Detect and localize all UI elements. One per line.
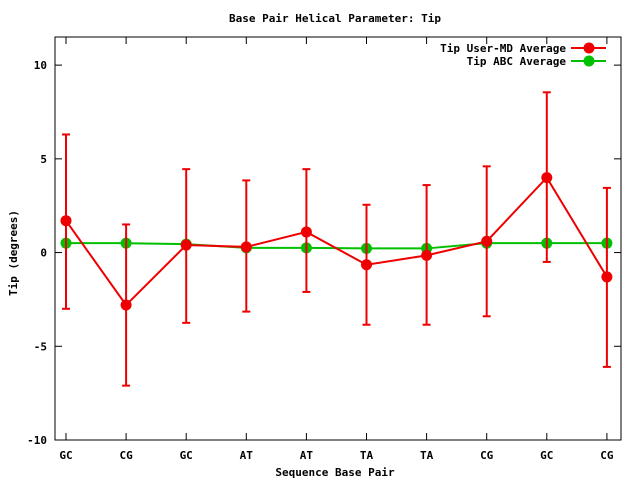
- axes: -10 -5 0 5 10 GC CG GC AT AT TA TA CG GC CG: [27, 37, 621, 462]
- x-tick-label: CG: [119, 449, 133, 462]
- data-point: [60, 215, 72, 227]
- data-point: [601, 271, 613, 283]
- x-tick-label: TA: [360, 449, 374, 462]
- data-point: [421, 249, 433, 261]
- plot-frame: [54, 36, 622, 441]
- x-tick-label: CG: [480, 449, 494, 462]
- data-point: [300, 226, 312, 238]
- series-layer: [60, 91, 613, 387]
- y-tick-label: 10: [34, 59, 47, 72]
- data-point: [541, 172, 553, 184]
- y-tick-label: 0: [40, 247, 47, 260]
- data-point: [180, 239, 192, 251]
- x-tick-label: CG: [600, 449, 614, 462]
- y-tick-label: -10: [27, 434, 47, 447]
- data-point: [361, 259, 372, 271]
- x-tick-label: TA: [420, 449, 434, 462]
- data-point: [120, 299, 132, 311]
- series-line: [65, 175, 608, 307]
- x-tick-label: AT: [240, 449, 254, 462]
- x-tick-label: AT: [300, 449, 314, 462]
- legend-label: Tip ABC Average: [467, 55, 567, 68]
- chart-title: Base Pair Helical Parameter: Tip: [229, 12, 441, 25]
- y-tick-label: -5: [34, 340, 47, 353]
- y-tick-label: 5: [40, 153, 47, 166]
- y-axis-label: Tip (degrees): [7, 210, 20, 296]
- data-point: [240, 241, 252, 253]
- legend-marker: [583, 55, 595, 67]
- legend-label: Tip User-MD Average: [440, 42, 566, 55]
- x-tick-label: GC: [59, 449, 72, 462]
- data-point: [481, 235, 493, 247]
- series-0: [60, 91, 613, 387]
- x-axis-label: Sequence Base Pair: [275, 466, 395, 479]
- series-1: [60, 237, 613, 254]
- x-tick-label: GC: [540, 449, 553, 462]
- x-tick-label: GC: [180, 449, 193, 462]
- legend-marker: [583, 42, 595, 54]
